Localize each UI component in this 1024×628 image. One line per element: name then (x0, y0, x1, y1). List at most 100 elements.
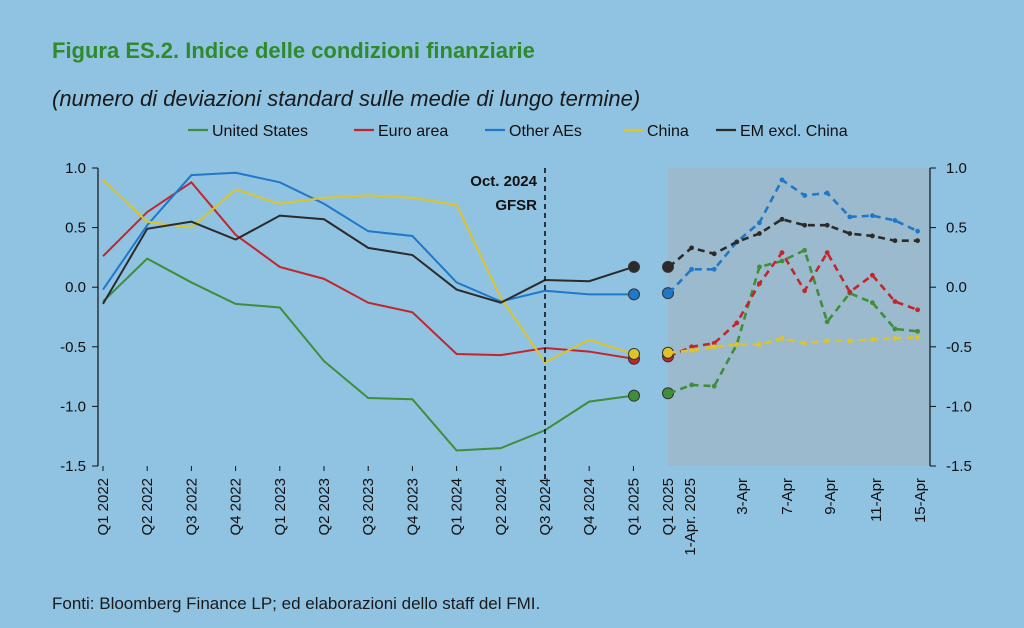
right-ytick-label: 1.0 (946, 160, 967, 177)
xtick-label: Q2 2023 (316, 478, 333, 536)
daily-point (711, 251, 717, 257)
series-line-daily (668, 248, 918, 395)
daily-point (689, 382, 694, 388)
daily-point (915, 328, 920, 334)
left-ytick-label: -1.0 (60, 398, 86, 415)
xtick-label: Q1 2024 (449, 478, 466, 536)
daily-tick-label: 9-Apr (822, 478, 839, 515)
daily-point (870, 272, 875, 278)
xtick-label: Q1 2023 (272, 478, 289, 536)
series-line-daily (668, 335, 918, 355)
daily-point (802, 340, 807, 346)
daily-point (802, 193, 807, 198)
legend-label: China (647, 123, 689, 140)
series-line-daily (668, 178, 919, 295)
axes: 1.0 1.0 0.5 0.5 0.0 0.0 -0.5 -0.5 -1.0 -1.0 -1.5 -1… (60, 160, 972, 556)
daily-point (689, 344, 694, 350)
daily-point (892, 336, 898, 341)
daily-point (734, 239, 740, 245)
daily-point (689, 347, 694, 353)
gfsr-annotation-line2: GFSR (495, 197, 537, 214)
daily-tick-label: 7-Apr (779, 478, 796, 515)
daily-point (734, 320, 740, 326)
xtick-label: Q3 2023 (360, 478, 377, 536)
daily-point (915, 228, 920, 234)
daily-point (666, 290, 672, 296)
series-lines (102, 171, 920, 452)
daily-point (802, 222, 807, 228)
daily-point (689, 245, 694, 251)
series-line-daily (668, 250, 919, 358)
daily-point (711, 383, 717, 389)
daily-point (915, 334, 920, 340)
legend-label: United States (212, 123, 308, 140)
daily-point (824, 222, 830, 228)
series-line-quarterly (102, 179, 634, 364)
daily-point (711, 266, 717, 272)
series-end-marker (628, 260, 640, 273)
xtick-label: Q1 2025 (625, 478, 642, 536)
daily-point (870, 233, 875, 239)
series-end-marker (628, 288, 640, 301)
series-end-marker (628, 347, 640, 360)
left-ytick-label: 0.0 (65, 279, 86, 296)
chart-title: Figura ES.2. Indice delle condizioni fin… (52, 38, 535, 63)
series-line-quarterly (102, 257, 634, 452)
xtick-label: Q4 2022 (228, 478, 245, 536)
daily-point (892, 299, 898, 304)
daily-point (870, 213, 875, 219)
xtick-label: Q4 2023 (404, 478, 421, 536)
right-ytick-label: 0.5 (946, 220, 967, 237)
daily-point (757, 220, 762, 226)
series-line-daily (668, 217, 918, 268)
daily-point (757, 342, 762, 347)
chart-subtitle: (numero di deviazioni standard sulle med… (52, 86, 641, 111)
gfsr-annotation-line1: Oct. 2024 (470, 173, 537, 190)
daily-tick-label: 11-Apr (868, 478, 885, 522)
daily-point (892, 326, 898, 332)
daily-point (892, 238, 898, 244)
daily-point (824, 190, 830, 196)
legend-label: Euro area (378, 123, 448, 140)
daily-point (779, 336, 785, 341)
legend-label: Other AEs (509, 123, 582, 140)
daily-point (757, 281, 762, 287)
daily-point (870, 300, 875, 306)
daily-point (666, 350, 672, 356)
xtick-label: Q3 2022 (183, 478, 200, 536)
daily-point (779, 177, 785, 183)
series-line-quarterly (102, 171, 634, 303)
xtick-label: Q4 2024 (581, 478, 598, 536)
xtick-label: Q2 2022 (139, 478, 156, 536)
daily-point (870, 337, 875, 343)
daily-point (689, 266, 694, 272)
xtick-label: Q1 2022 (95, 478, 112, 536)
daily-point (666, 264, 672, 270)
daily-point (915, 238, 920, 244)
daily-point (757, 264, 762, 270)
daily-point (824, 319, 830, 325)
right-ytick-label: -1.5 (946, 458, 972, 475)
daily-point (847, 214, 853, 220)
left-ytick-label: -1.5 (60, 458, 86, 475)
daily-point (847, 231, 853, 236)
daily-point (711, 340, 717, 346)
daily-tick-label: Q1 2025 (660, 478, 677, 536)
daily-tick-label: 15-Apr (912, 478, 929, 523)
legend: United States Euro area Other AEs China EM e… (188, 123, 848, 140)
series-end-marker (628, 389, 640, 402)
legend-label: EM excl. China (740, 123, 848, 140)
daily-point (779, 216, 785, 222)
daily-tick-label: 1-Apr. 2025 (682, 478, 699, 556)
xtick-label: Q3 2024 (537, 478, 554, 536)
daily-point (915, 307, 920, 313)
daily-tick-label: 3-Apr (734, 478, 751, 515)
daily-point (666, 390, 672, 396)
daily-point (779, 250, 785, 256)
daily-point (757, 231, 762, 236)
daily-point (802, 247, 807, 253)
right-ytick-label: -1.0 (946, 398, 972, 415)
left-ytick-label: -0.5 (60, 339, 86, 356)
left-ytick-label: 0.5 (65, 220, 86, 237)
